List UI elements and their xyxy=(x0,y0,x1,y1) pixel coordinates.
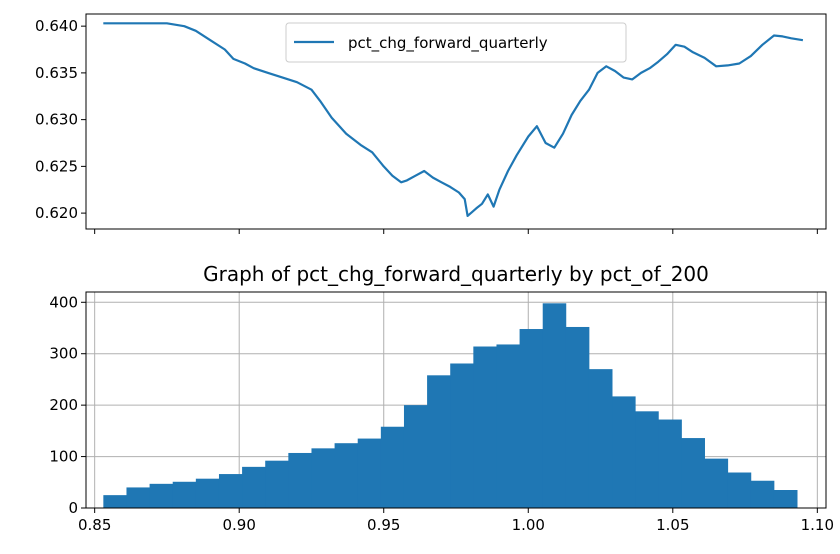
histogram-bar xyxy=(565,326,590,508)
histogram-bar xyxy=(195,478,220,508)
x-axis-ticks: 0.85 0.90 0.95 1.00 1.05 1.10 xyxy=(78,508,834,534)
y-tick-label: 0.635 xyxy=(35,64,78,82)
line-chart: 0.620 0.625 0.630 0.635 0.640 pct_chg_forwar… xyxy=(35,13,827,234)
histogram-bar xyxy=(242,466,266,508)
histogram-bar xyxy=(218,474,243,508)
x-tick-label: 0.85 xyxy=(78,516,111,534)
histogram-bar xyxy=(450,363,474,508)
histogram-bar xyxy=(658,419,682,508)
histogram-bar xyxy=(750,480,775,508)
histogram-bar xyxy=(496,344,520,508)
x-tick-label: 1.10 xyxy=(801,516,834,534)
x-tick-label: 0.90 xyxy=(223,516,256,534)
histogram-bar xyxy=(635,411,659,508)
histogram-bar xyxy=(519,329,544,508)
histogram-bar xyxy=(334,443,359,508)
y-tick-label: 300 xyxy=(49,345,78,363)
histogram-bar xyxy=(265,460,289,508)
line-pct-chg-forward-quarterly xyxy=(103,22,804,217)
x-tick-label: 0.95 xyxy=(367,516,400,534)
histogram-bar xyxy=(357,438,382,508)
histogram-bar xyxy=(288,452,312,508)
y-axis-ticks: 0.620 0.625 0.630 0.635 0.640 xyxy=(35,17,86,222)
y-tick-label: 0.625 xyxy=(35,157,78,175)
histogram-bar xyxy=(427,375,451,508)
y-tick-label: 0.640 xyxy=(35,17,78,35)
histogram-bar xyxy=(380,426,405,508)
histogram-bar xyxy=(473,346,497,508)
y-tick-label: 100 xyxy=(49,448,78,466)
histogram-bar xyxy=(311,448,335,508)
y-tick-label: 200 xyxy=(49,396,78,414)
histogram-bar xyxy=(588,369,613,508)
histogram-chart: Graph of pct_chg_forward_quarterly by pc… xyxy=(49,262,834,534)
x-tick-label: 1.00 xyxy=(512,516,545,534)
x-tick-label: 1.05 xyxy=(656,516,689,534)
histogram-bar xyxy=(149,483,174,508)
histogram-bar xyxy=(773,490,798,508)
histogram-bar xyxy=(612,396,636,508)
histogram-bar xyxy=(103,495,127,508)
histogram-bar xyxy=(727,472,752,508)
y-tick-label: 400 xyxy=(49,293,78,311)
y-tick-label: 0.630 xyxy=(35,111,78,129)
histogram-bar xyxy=(126,487,150,508)
legend-label: pct_chg_forward_quarterly xyxy=(348,34,548,53)
legend-box xyxy=(285,22,627,63)
plot-frame xyxy=(85,13,827,230)
legend: pct_chg_forward_quarterly xyxy=(285,22,627,63)
y-tick-label: 0 xyxy=(68,499,78,517)
histogram-bars xyxy=(103,303,798,508)
histogram-bar xyxy=(403,405,428,508)
x-axis-ticks xyxy=(94,229,818,234)
histogram-bar xyxy=(704,458,729,508)
y-tick-label: 0.620 xyxy=(35,204,78,222)
line-series-layer xyxy=(103,22,804,217)
histogram-bar xyxy=(681,438,705,508)
chart-title: Graph of pct_chg_forward_quarterly by pc… xyxy=(203,262,709,286)
y-axis-ticks: 0 100 200 300 400 xyxy=(49,293,86,517)
histogram-bar xyxy=(542,303,567,508)
histogram-bar xyxy=(172,481,197,508)
plot-frame xyxy=(85,291,827,509)
